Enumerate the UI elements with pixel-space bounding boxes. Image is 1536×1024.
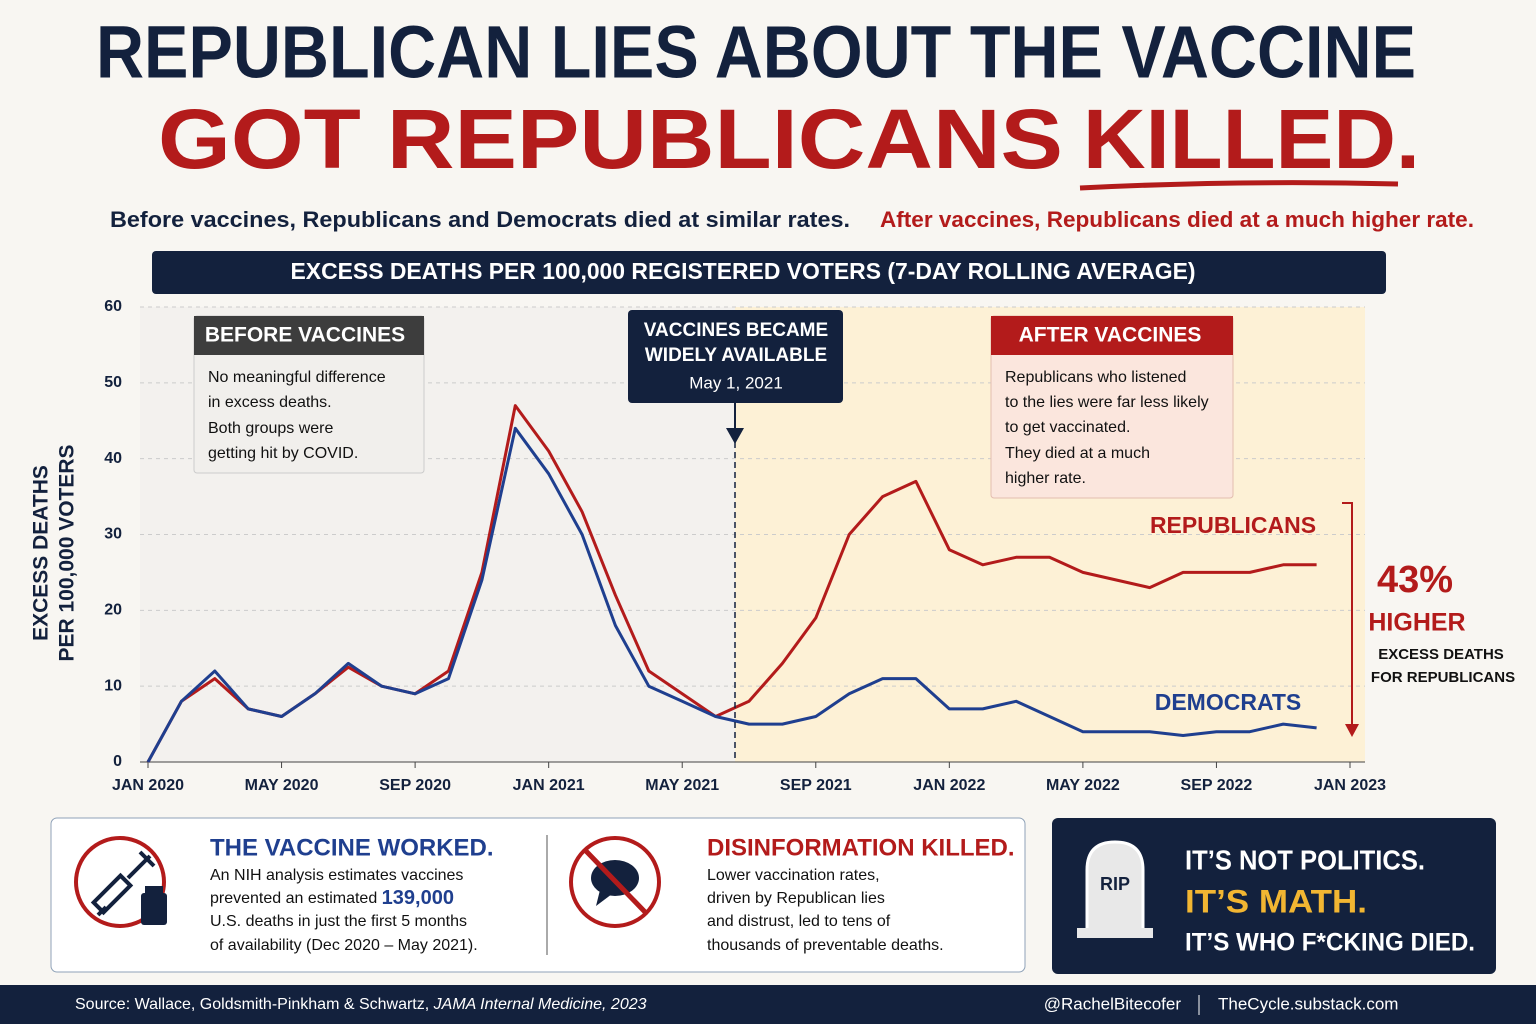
x-tick-label: MAY 2021 <box>645 777 719 794</box>
series-label: DEMOCRATS <box>1155 689 1302 715</box>
x-tick-label: SEP 2022 <box>1181 777 1253 794</box>
before-header <box>194 316 424 355</box>
difference-bracket <box>1342 502 1353 728</box>
math-panel <box>1052 818 1496 974</box>
x-tick-label: JAN 2023 <box>1314 777 1386 794</box>
after-text: higher rate. <box>1005 470 1086 487</box>
source-text: Source: Wallace, Goldsmith-Pinkham & Sch… <box>75 996 429 1013</box>
y-tick-label: 40 <box>104 450 122 467</box>
icon-circle <box>569 836 661 928</box>
syringe-icon <box>90 850 156 917</box>
vaccine-arrowhead <box>726 428 744 444</box>
journal: JAMA Internal Medicine, 2023 <box>433 996 647 1013</box>
before-title: BEFORE VACCINES <box>205 324 405 347</box>
site: TheCycle.substack.com <box>1218 994 1398 1013</box>
slash <box>584 849 648 915</box>
after-text: to get vaccinated. <box>1005 419 1130 436</box>
grid <box>140 306 1365 768</box>
underline <box>1079 180 1399 191</box>
difference-note: FOR REPUBLICANS <box>1371 669 1515 686</box>
y-tick-label: 30 <box>104 526 122 543</box>
x-tick-label: SEP 2020 <box>379 777 451 794</box>
subtitle-right: After vaccines, Republicans died at a mu… <box>880 207 1474 232</box>
title-line2: GOT REPUBLICANS <box>158 92 1063 186</box>
vaccine-date: May 1, 2021 <box>689 373 783 392</box>
after-text: Republicans who listened <box>1005 369 1186 386</box>
y-tick-label: 0 <box>113 753 122 770</box>
panel-text: prevented an estimated <box>210 890 377 907</box>
vaccine-title: WIDELY AVAILABLE <box>645 345 827 366</box>
panel-text: thousands of preventable deaths. <box>707 937 944 954</box>
icon-circle <box>74 836 166 928</box>
x-tick-label: JAN 2021 <box>513 777 585 794</box>
subtitle-left: Before vaccines, Republicans and Democra… <box>110 207 850 232</box>
chart-title: EXCESS DEATHS PER 100,000 REGISTERED VOT… <box>291 258 1196 284</box>
after-text: to the lies were far less likely <box>1005 394 1209 411</box>
after-text: They died at a much <box>1005 445 1150 462</box>
rip: RIP <box>1100 874 1130 894</box>
before-text: in excess deaths. <box>208 394 332 411</box>
highlight: 139,000 <box>382 887 454 909</box>
tombstone <box>1085 840 1145 932</box>
math-line: IT’S NOT POLITICS. <box>1185 844 1425 875</box>
chart-title-banner <box>152 251 1386 294</box>
y-axis-label: PER 100,000 VOTERS <box>56 444 79 661</box>
x-tick-label: JAN 2020 <box>112 777 184 794</box>
vaccine-box <box>628 310 843 403</box>
series-line <box>146 404 1317 763</box>
panel-text: Lower vaccination rates, <box>707 867 880 884</box>
panel-text: prevented an estimated 139,000 <box>210 887 454 909</box>
after-header <box>991 316 1233 355</box>
panel-text: and distrust, led to tens of <box>707 913 891 930</box>
title-line1: REPUBLICAN LIES ABOUT THE VACCINE <box>96 11 1416 94</box>
x-tick-label: SEP 2021 <box>780 777 852 794</box>
panel-text: of availability (Dec 2020 – May 2021). <box>210 937 478 954</box>
math-line: IT’S MATH. <box>1185 883 1367 919</box>
difference-note: EXCESS DEATHS <box>1378 646 1504 663</box>
vial-cap <box>145 886 163 893</box>
math-line: IT’S WHO F*CKING DIED. <box>1185 929 1475 957</box>
panel-title: DISINFORMATION KILLED. <box>707 834 1015 861</box>
series-line <box>146 426 1317 763</box>
bubble-tail <box>596 890 612 906</box>
x-tick-label: MAY 2020 <box>245 777 319 794</box>
y-axis-label: EXCESS DEATHS <box>30 465 53 641</box>
panel-text: An NIH analysis estimates vaccines <box>210 867 463 884</box>
before-text: Both groups were <box>208 420 334 437</box>
series-label: REPUBLICANS <box>1150 512 1316 538</box>
y-tick-label: 10 <box>104 677 122 694</box>
panel-text: U.S. deaths in just the first 5 months <box>210 913 467 930</box>
x-tick-label: JAN 2022 <box>913 777 985 794</box>
difference-word: HIGHER <box>1368 609 1465 637</box>
panel-title: THE VACCINE WORKED. <box>210 834 494 861</box>
x-tick-label: MAY 2022 <box>1046 777 1120 794</box>
footer <box>0 985 1536 1024</box>
vaccine-title: VACCINES BECAME <box>644 320 828 341</box>
tombstone-base <box>1077 928 1153 938</box>
panel-text: driven by Republican lies <box>707 890 885 907</box>
plot <box>146 404 1317 763</box>
before-text: getting hit by COVID. <box>208 445 358 462</box>
source: Source: Wallace, Goldsmith-Pinkham & Sch… <box>75 996 647 1013</box>
info-panel <box>50 817 1026 973</box>
vial-icon <box>141 893 167 925</box>
difference-arrowhead <box>1345 724 1359 737</box>
before-text: No meaningful difference <box>208 369 386 386</box>
handle: @RachelBitecofer <box>1044 994 1182 1013</box>
y-tick-label: 60 <box>104 298 122 315</box>
title-emphasis: KILLED. <box>1083 92 1420 186</box>
y-tick-label: 50 <box>104 374 122 391</box>
y-tick-label: 20 <box>104 602 122 619</box>
after-title: AFTER VACCINES <box>1019 324 1202 347</box>
difference-value: 43% <box>1377 559 1453 601</box>
